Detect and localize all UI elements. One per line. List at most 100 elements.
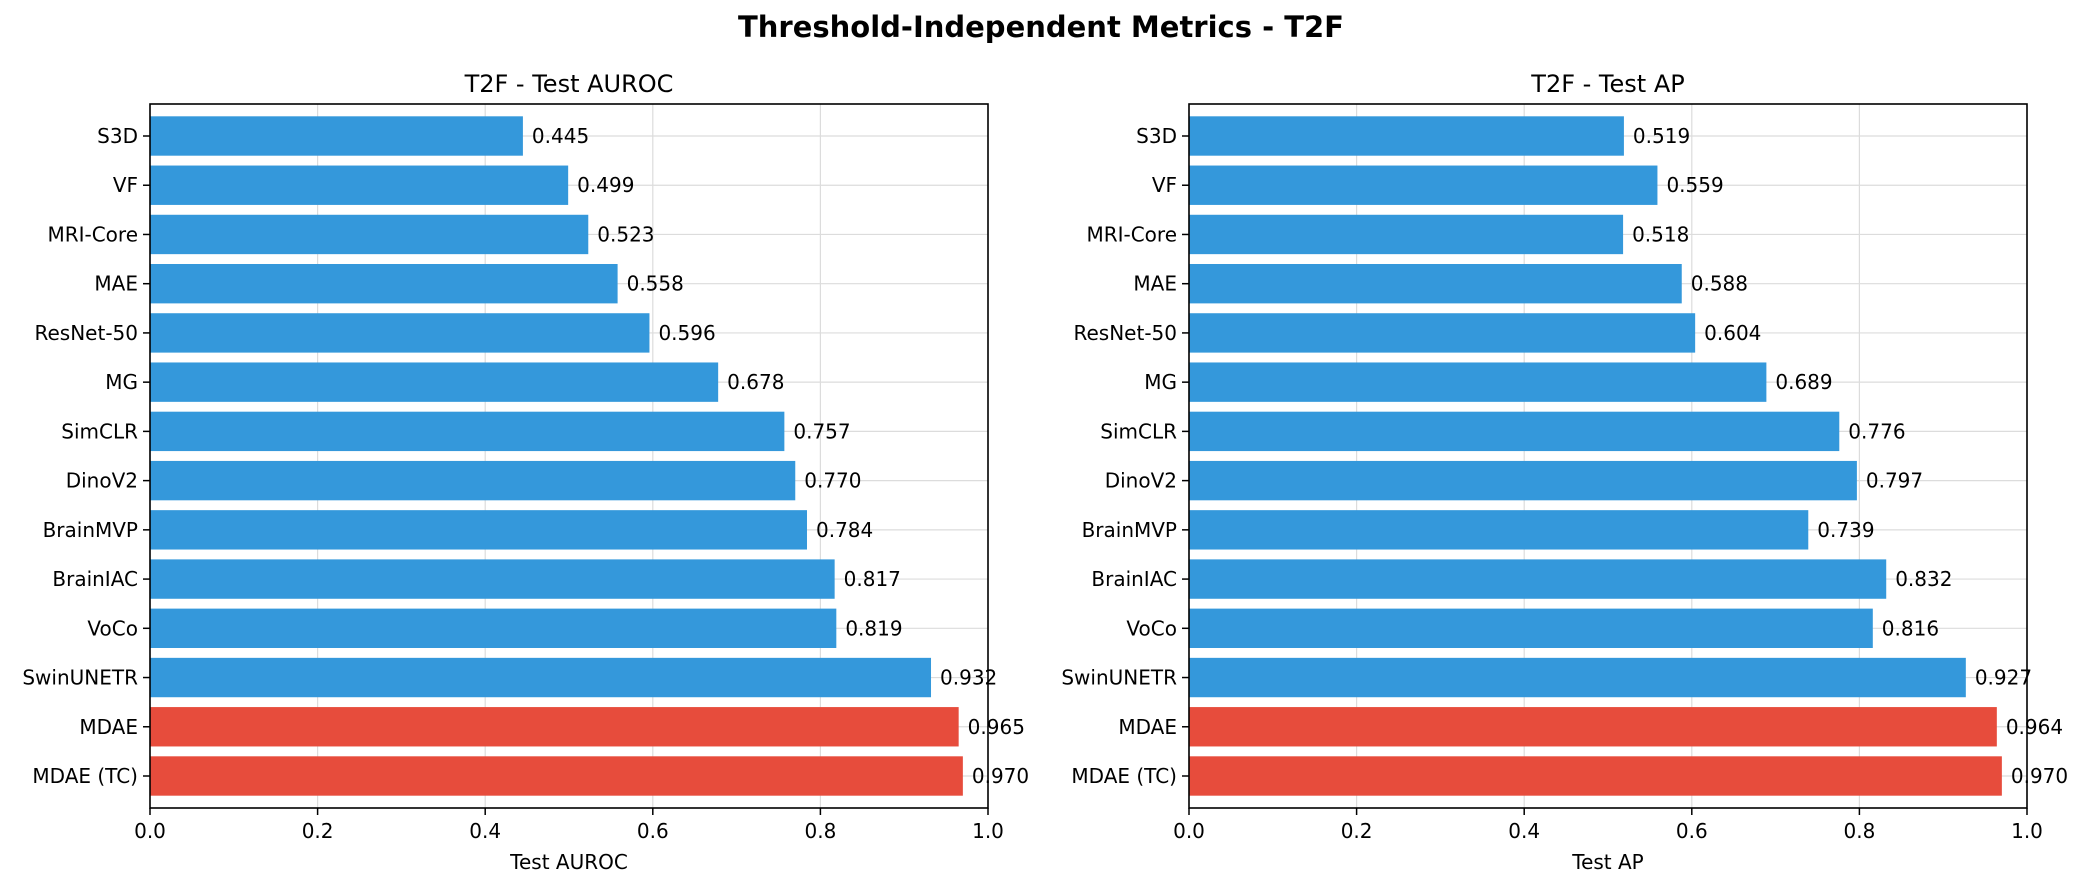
ap-category-label: MG <box>1144 370 1177 394</box>
auroc-category-label: MAE <box>94 272 138 296</box>
ap-bar <box>1189 116 1624 156</box>
auroc-category-label: MRI-Core <box>47 222 138 246</box>
auroc-bar <box>150 707 959 747</box>
auroc-category-label: BrainMVP <box>43 518 138 542</box>
auroc-category-label: S3D <box>97 124 138 148</box>
auroc-value-label: 0.596 <box>658 321 715 345</box>
ap-bar <box>1189 264 1682 304</box>
auroc-value-label: 0.499 <box>577 173 634 197</box>
auroc-bar <box>150 264 618 304</box>
ap-xtick-label: 0.6 <box>1676 819 1708 843</box>
auroc-bar <box>150 313 650 353</box>
auroc-category-label: VoCo <box>87 616 138 640</box>
auroc-xtick-label: 1.0 <box>972 819 1004 843</box>
auroc-bar <box>150 214 589 255</box>
auroc-axes-frame <box>149 103 989 809</box>
auroc-panel: 0.0 0.2 0.4 0.6 0.8 1.0 S3D 0.445 VF 0.499 MRI-Cor… <box>22 70 1029 874</box>
auroc-bar <box>150 116 523 156</box>
auroc-category-label: MG <box>105 370 138 394</box>
auroc-bar <box>150 460 796 501</box>
ap-xtick-label: 0.2 <box>1341 819 1373 843</box>
auroc-category-label: SwinUNETR <box>22 666 138 690</box>
ap-value-label: 0.689 <box>1775 370 1832 394</box>
ap-bar <box>1189 559 1887 599</box>
ap-category-label: MDAE <box>1118 715 1177 739</box>
ap-bar <box>1189 707 1997 747</box>
ap-bar <box>1189 313 1696 353</box>
auroc-value-label: 0.770 <box>804 469 861 493</box>
ap-value-label: 0.519 <box>1633 124 1690 148</box>
auroc-value-label: 0.819 <box>845 616 902 640</box>
ap-chart-title: T2F - Test AP <box>1530 70 1684 98</box>
auroc-value-label: 0.523 <box>597 222 654 246</box>
ap-category-label: VF <box>1152 173 1177 197</box>
ap-value-label: 0.927 <box>1975 666 2032 690</box>
auroc-value-label: 0.445 <box>532 124 589 148</box>
auroc-bar <box>150 411 785 452</box>
ap-value-label: 0.559 <box>1666 173 1723 197</box>
auroc-bar <box>150 510 807 550</box>
ap-category-label: SimCLR <box>1100 419 1177 443</box>
ap-category-label: SwinUNETR <box>1061 666 1177 690</box>
auroc-category-label: MDAE <box>79 715 138 739</box>
auroc-value-label: 0.817 <box>844 567 901 591</box>
ap-bar <box>1189 608 1873 648</box>
auroc-category-label: SimCLR <box>61 419 138 443</box>
ap-value-label: 0.776 <box>1848 419 1905 443</box>
auroc-category-label: VF <box>113 173 138 197</box>
ap-x-axis-label: Test AP <box>1571 850 1643 874</box>
auroc-chart-title: T2F - Test AUROC <box>464 70 674 98</box>
ap-bar <box>1189 756 2002 796</box>
ap-category-label: MRI-Core <box>1086 222 1177 246</box>
auroc-xtick-label: 0.6 <box>637 819 669 843</box>
auroc-value-label: 0.965 <box>968 715 1025 739</box>
ap-category-label: BrainMVP <box>1082 518 1177 542</box>
ap-value-label: 0.739 <box>1817 518 1874 542</box>
auroc-bar <box>150 559 835 599</box>
ap-value-label: 0.964 <box>2006 715 2063 739</box>
ap-value-label: 0.604 <box>1704 321 1761 345</box>
ap-xtick-label: 0.0 <box>1173 819 1205 843</box>
ap-category-label: BrainIAC <box>1091 567 1177 591</box>
ap-category-label: VoCo <box>1126 616 1177 640</box>
auroc-xtick-label: 0.8 <box>804 819 836 843</box>
auroc-xtick-label: 0.2 <box>302 819 334 843</box>
ap-category-label: DinoV2 <box>1105 469 1177 493</box>
auroc-value-label: 0.970 <box>972 764 1029 788</box>
figure-title: Threshold-Independent Metrics - T2F <box>738 10 1344 44</box>
ap-axes-frame <box>1188 103 2028 809</box>
auroc-category-label: DinoV2 <box>66 469 138 493</box>
ap-value-label: 0.816 <box>1882 616 1939 640</box>
ap-bar <box>1189 510 1809 550</box>
auroc-xtick-label: 0.4 <box>469 819 501 843</box>
ap-category-label: ResNet-50 <box>1074 321 1178 345</box>
ap-xtick-label: 0.4 <box>1508 819 1540 843</box>
auroc-value-label: 0.678 <box>727 370 784 394</box>
auroc-bar <box>150 657 932 698</box>
ap-value-label: 0.518 <box>1632 222 1689 246</box>
ap-value-label: 0.970 <box>2011 764 2068 788</box>
ap-panel: 0.0 0.2 0.4 0.6 0.8 1.0 S3D 0.519 VF 0.559 MRI-Cor… <box>1061 70 2068 874</box>
ap-value-label: 0.797 <box>1866 469 1923 493</box>
auroc-bar <box>150 362 719 402</box>
ap-category-label: S3D <box>1136 124 1177 148</box>
auroc-category-label: MDAE (TC) <box>32 764 138 788</box>
ap-bar <box>1189 411 1840 452</box>
auroc-category-label: BrainIAC <box>52 567 138 591</box>
ap-value-label: 0.832 <box>1895 567 1952 591</box>
auroc-bar <box>150 756 963 796</box>
auroc-bar <box>150 165 569 205</box>
ap-value-label: 0.588 <box>1691 272 1748 296</box>
auroc-bar <box>150 608 837 648</box>
ap-xtick-label: 0.8 <box>1843 819 1875 843</box>
ap-category-label: MDAE (TC) <box>1071 764 1177 788</box>
auroc-category-label: ResNet-50 <box>35 321 139 345</box>
ap-bar <box>1189 460 1857 501</box>
ap-bar <box>1189 362 1767 402</box>
auroc-value-label: 0.558 <box>627 272 684 296</box>
auroc-xtick-label: 0.0 <box>134 819 166 843</box>
ap-category-label: MAE <box>1133 272 1177 296</box>
ap-bar <box>1189 657 1966 698</box>
auroc-value-label: 0.784 <box>816 518 873 542</box>
